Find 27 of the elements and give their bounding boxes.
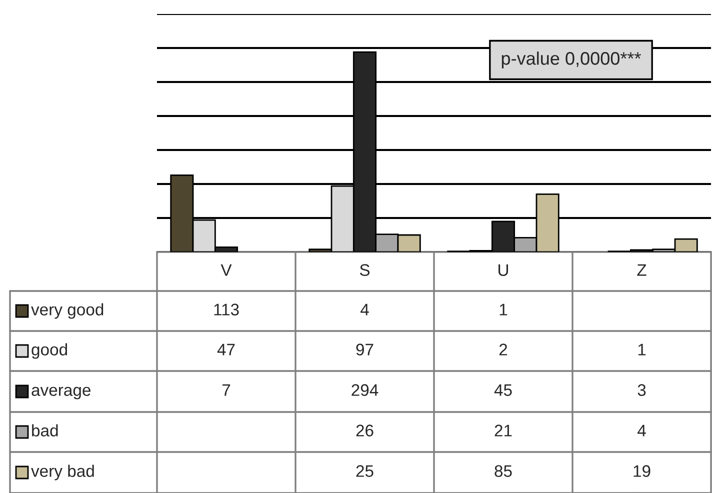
- data-label: 47: [217, 344, 235, 356]
- data-label: 113: [214, 304, 239, 316]
- data-label: 3: [638, 384, 646, 396]
- x-tick-label: V: [220, 264, 232, 276]
- data-label: 45: [494, 384, 512, 396]
- legend-label: very bad: [31, 464, 94, 480]
- data-label: 1: [638, 344, 646, 356]
- data-label: 19: [634, 465, 650, 477]
- legend-label: good: [32, 343, 68, 359]
- x-tick-label: U: [498, 264, 508, 276]
- legend-label: very good: [31, 303, 104, 319]
- data-label: 294: [352, 384, 378, 396]
- x-tick-label: S: [360, 264, 370, 276]
- data-label: 21: [494, 424, 512, 436]
- legend-label: average: [32, 386, 90, 400]
- data-label: 7: [222, 384, 230, 396]
- data-label: 2: [499, 344, 508, 356]
- data-label: 26: [356, 424, 374, 436]
- data-label: 85: [494, 465, 512, 477]
- data-label: 4: [638, 424, 646, 436]
- data-label: 4: [360, 304, 369, 316]
- legend-label: bad: [32, 424, 58, 436]
- data-label: 97: [356, 344, 374, 356]
- data-label: 25: [356, 465, 374, 477]
- x-tick-label: Z: [637, 264, 646, 276]
- data-label: 1: [500, 304, 508, 316]
- annotation: p-value 0,0000***: [502, 52, 641, 68]
